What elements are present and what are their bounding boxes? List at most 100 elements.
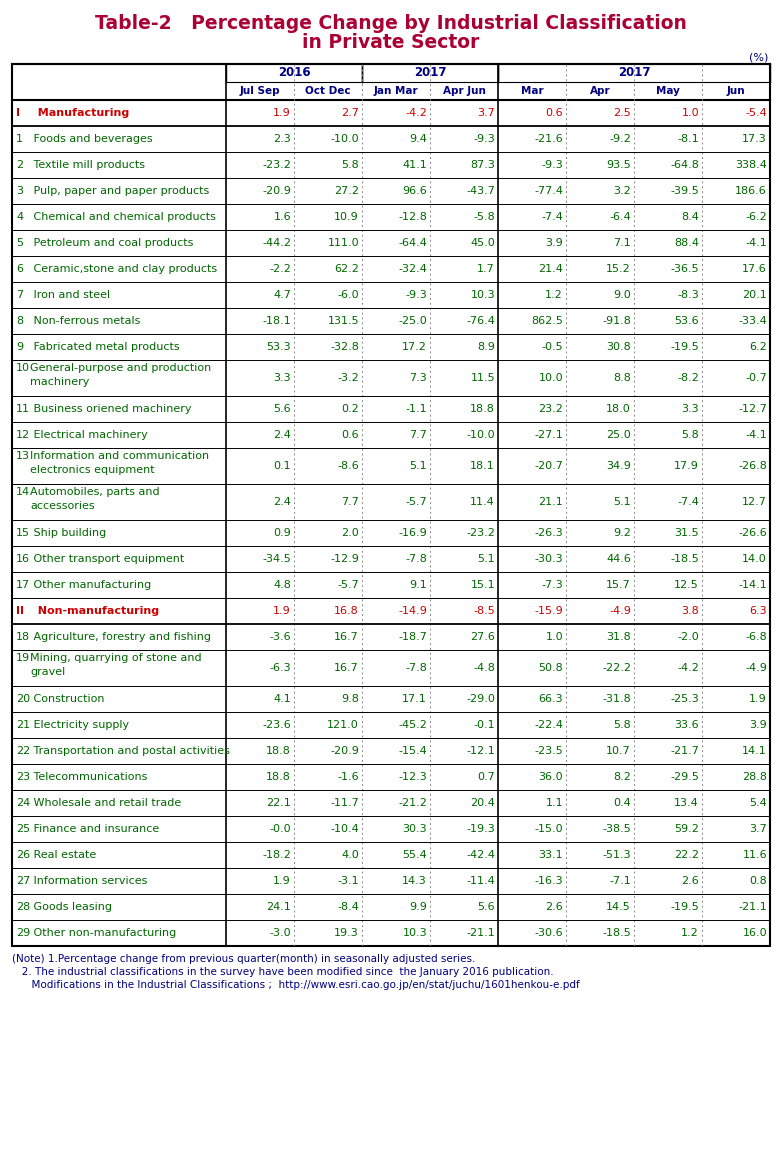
Text: -0.0: -0.0	[269, 824, 291, 833]
Text: 21: 21	[16, 720, 30, 729]
Text: -21.7: -21.7	[670, 746, 699, 756]
Bar	[12, 64, 770, 946]
Text: Telecommunications: Telecommunications	[30, 772, 147, 782]
Text: Business oriened machinery: Business oriened machinery	[30, 404, 192, 414]
Text: -6.2: -6.2	[745, 212, 767, 222]
Text: -12.1: -12.1	[466, 746, 495, 756]
Text: Information services: Information services	[30, 876, 147, 886]
Text: -39.5: -39.5	[670, 186, 699, 196]
Text: -7.1: -7.1	[609, 876, 631, 886]
Text: -16.3: -16.3	[534, 876, 563, 886]
Text: 2.5: 2.5	[613, 108, 631, 118]
Text: -18.5: -18.5	[670, 554, 699, 563]
Text: -7.3: -7.3	[541, 580, 563, 590]
Text: 24: 24	[16, 798, 30, 808]
Text: -3.1: -3.1	[337, 876, 359, 886]
Text: -32.4: -32.4	[398, 264, 427, 274]
Text: 2.4: 2.4	[273, 497, 291, 507]
Text: 19: 19	[16, 653, 30, 663]
Text: 17: 17	[16, 580, 30, 590]
Text: -7.8: -7.8	[405, 554, 427, 563]
Text: -19.5: -19.5	[670, 343, 699, 352]
Text: 0.6: 0.6	[342, 430, 359, 440]
Text: 2. The industrial classifications in the survey have been modified since  the Ja: 2. The industrial classifications in the…	[12, 967, 554, 977]
Text: Fabricated metal products: Fabricated metal products	[30, 343, 180, 352]
Text: 23: 23	[16, 772, 30, 782]
Text: Jul Sep: Jul Sep	[240, 87, 280, 96]
Text: -8.6: -8.6	[337, 461, 359, 471]
Text: 22.1: 22.1	[266, 798, 291, 808]
Text: -76.4: -76.4	[466, 316, 495, 326]
Text: Automobiles, parts and: Automobiles, parts and	[30, 487, 160, 497]
Text: -1.1: -1.1	[405, 404, 427, 414]
Text: 14.3: 14.3	[402, 876, 427, 886]
Text: 10.3: 10.3	[403, 928, 427, 938]
Text: -7.4: -7.4	[541, 212, 563, 222]
Text: -25.0: -25.0	[398, 316, 427, 326]
Text: -51.3: -51.3	[602, 850, 631, 860]
Text: -7.8: -7.8	[405, 663, 427, 673]
Text: (Note) 1.Percentage change from previous quarter(month) in seasonally adjusted s: (Note) 1.Percentage change from previous…	[12, 954, 475, 964]
Text: 2.4: 2.4	[273, 430, 291, 440]
Text: -18.5: -18.5	[602, 928, 631, 938]
Text: II: II	[16, 606, 24, 616]
Text: -0.5: -0.5	[541, 343, 563, 352]
Text: 3.3: 3.3	[681, 404, 699, 414]
Text: 59.2: 59.2	[674, 824, 699, 833]
Text: Transportation and postal activities: Transportation and postal activities	[30, 746, 230, 756]
Text: 121.0: 121.0	[327, 720, 359, 729]
Text: -23.2: -23.2	[466, 528, 495, 538]
Text: -44.2: -44.2	[262, 238, 291, 248]
Text: 12.7: 12.7	[742, 497, 767, 507]
Text: -9.3: -9.3	[405, 290, 427, 300]
Text: Jun: Jun	[726, 87, 745, 96]
Text: Foods and beverages: Foods and beverages	[30, 134, 152, 144]
Text: 1.9: 1.9	[273, 108, 291, 118]
Text: 7: 7	[16, 290, 23, 300]
Text: 1.9: 1.9	[273, 876, 291, 886]
Text: 66.3: 66.3	[538, 694, 563, 704]
Text: 31.8: 31.8	[606, 632, 631, 642]
Text: 24.1: 24.1	[266, 902, 291, 912]
Text: 186.6: 186.6	[735, 186, 767, 196]
Text: -3.0: -3.0	[269, 928, 291, 938]
Text: 18.8: 18.8	[266, 746, 291, 756]
Text: 17.6: 17.6	[742, 264, 767, 274]
Text: 30.8: 30.8	[606, 343, 631, 352]
Text: May: May	[656, 87, 680, 96]
Text: 111.0: 111.0	[328, 238, 359, 248]
Text: 5: 5	[16, 238, 23, 248]
Text: 3.2: 3.2	[613, 186, 631, 196]
Text: -0.1: -0.1	[473, 720, 495, 729]
Text: 19.3: 19.3	[334, 928, 359, 938]
Text: 5.8: 5.8	[613, 720, 631, 729]
Text: -5.4: -5.4	[745, 108, 767, 118]
Text: -29.5: -29.5	[670, 772, 699, 782]
Text: 2.7: 2.7	[341, 108, 359, 118]
Text: -18.7: -18.7	[398, 632, 427, 642]
Text: -20.9: -20.9	[262, 186, 291, 196]
Text: 21.1: 21.1	[538, 497, 563, 507]
Text: 862.5: 862.5	[531, 316, 563, 326]
Text: -10.0: -10.0	[330, 134, 359, 144]
Text: 15.1: 15.1	[471, 580, 495, 590]
Text: 14.0: 14.0	[742, 554, 767, 563]
Text: 5.1: 5.1	[477, 554, 495, 563]
Text: 11: 11	[16, 404, 30, 414]
Text: 2.0: 2.0	[341, 528, 359, 538]
Text: -19.3: -19.3	[466, 824, 495, 833]
Text: -6.3: -6.3	[269, 663, 291, 673]
Text: -23.6: -23.6	[262, 720, 291, 729]
Text: 2.6: 2.6	[681, 876, 699, 886]
Text: 41.1: 41.1	[402, 160, 427, 170]
Text: 20.1: 20.1	[742, 290, 767, 300]
Text: 33.1: 33.1	[538, 850, 563, 860]
Text: 17.2: 17.2	[402, 343, 427, 352]
Text: 0.4: 0.4	[613, 798, 631, 808]
Text: 9.0: 9.0	[613, 290, 631, 300]
Text: 44.6: 44.6	[606, 554, 631, 563]
Text: -16.9: -16.9	[398, 528, 427, 538]
Text: -25.3: -25.3	[670, 694, 699, 704]
Text: 29: 29	[16, 928, 30, 938]
Text: -12.9: -12.9	[330, 554, 359, 563]
